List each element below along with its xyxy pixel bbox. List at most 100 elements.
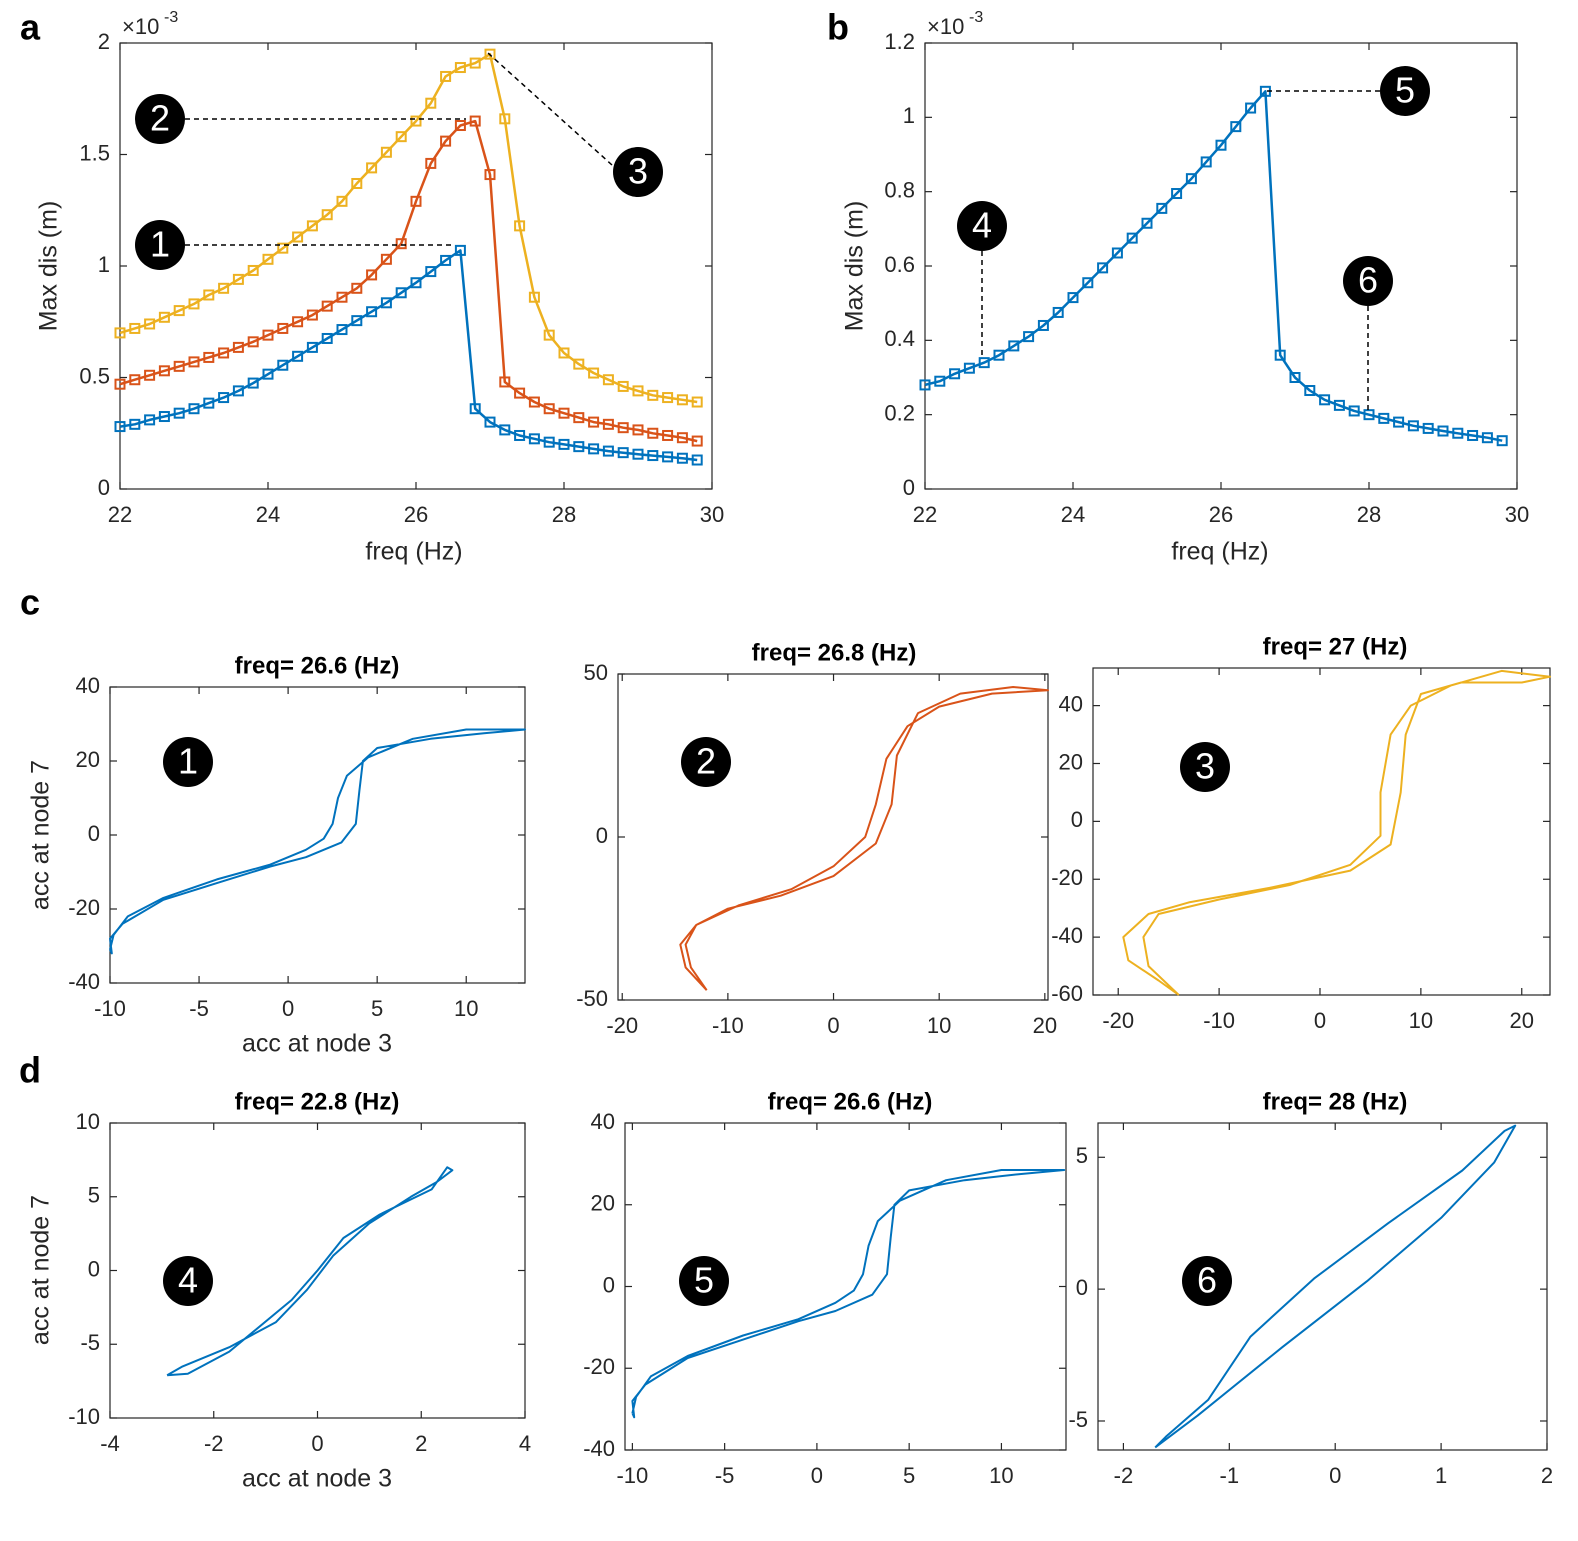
marker [366,269,378,281]
x-tick-label: 24 [1061,502,1085,527]
marker [1333,399,1345,411]
y-tick-label: 20 [1059,749,1083,774]
annotation-label: 2 [696,741,716,782]
y-tick-label: 1.2 [884,29,915,54]
marker [1126,232,1138,244]
series-line [631,1169,1066,1419]
x-tick-label: -5 [189,996,209,1021]
marker [454,120,466,132]
annotation-label: 2 [150,98,170,139]
marker [395,238,407,250]
marker [602,418,614,430]
marker [1407,420,1419,432]
marker [306,309,318,321]
y-tick-label: 0.6 [884,252,915,277]
y-tick-label: -10 [68,1404,100,1429]
marker [558,347,570,359]
marker [934,375,946,387]
marker [277,242,289,254]
x-tick-label: 1 [1435,1463,1447,1488]
y-tick-label: 10 [76,1109,100,1134]
annotation-badge [679,1256,729,1306]
panel-4: -20 -10 0 10 20 -60 -40 -20 0 20 40 freq= 27 (Hz) 3 [1051,633,1551,1033]
series-line [166,1166,454,1377]
marker [978,357,990,369]
x-tick-label: 10 [927,1013,951,1038]
marker [499,113,511,125]
marker [440,70,452,82]
series-line [119,52,698,404]
marker [1230,121,1242,133]
y-axis-label: Max dis (m) [841,201,869,332]
x-tick-label: 26 [1209,502,1233,527]
y-tick-label: 0.2 [884,400,915,425]
marker [247,377,259,389]
scale-base: ×10 [927,14,964,39]
marker [188,356,200,368]
marker [114,378,126,390]
marker [662,392,674,404]
annotation-badge [1182,1256,1232,1306]
y-tick-label: -20 [583,1354,615,1379]
marker [380,146,392,158]
marker [691,396,703,408]
x-tick-label: 5 [371,996,383,1021]
marker [410,195,422,207]
marker [573,358,585,370]
marker [1111,247,1123,259]
plot-box [924,42,1518,490]
marker [558,438,570,450]
marker [543,329,555,341]
x-tick-label: -5 [715,1463,735,1488]
marker [380,253,392,265]
marker [232,341,244,353]
marker [602,374,614,386]
marker [676,394,688,406]
marker [232,385,244,397]
marker [514,429,526,441]
y-tick-label: -5 [1068,1407,1088,1432]
x-tick-label: 28 [1357,502,1381,527]
y-tick-label: 1 [98,252,110,277]
y-tick-label: 0.5 [79,363,110,388]
marker [173,360,185,372]
x-tick-label: 30 [1505,502,1529,527]
x-tick-label: 2 [1541,1463,1553,1488]
marker [1097,262,1109,274]
marker [158,411,170,423]
marker [306,341,318,353]
x-tick-label: 24 [256,502,280,527]
x-tick-label: 0 [827,1013,839,1038]
panel-7: -2 -1 0 1 2 -5 0 5 freq= 28 (Hz) 6 [1068,1088,1553,1487]
annotation-label: 5 [1395,70,1415,111]
marker [1496,435,1508,447]
marker [440,135,452,147]
annotation-label: 3 [628,151,648,192]
marker [188,298,200,310]
annotation-badge [613,147,663,197]
marker [425,266,437,278]
panel-0: 22 24 26 28 30 0 0.5 1 1.5 2 freq (Hz) Max dis (m) a… [20,7,724,566]
marker [1437,425,1449,437]
marker [440,254,452,266]
x-tick-label: -4 [100,1431,120,1456]
y-axis-label: Max dis (m) [35,201,63,332]
x-tick-label: -1 [1220,1463,1240,1488]
x-tick-label: 10 [989,1463,1013,1488]
y-tick-label: -5 [80,1330,100,1355]
marker [469,115,481,127]
marker [262,368,274,380]
marker [292,350,304,362]
annotation-label: 1 [150,224,170,265]
annotation-label: 1 [178,741,198,782]
x-tick-label: -10 [94,996,126,1021]
marker [321,209,333,221]
y-tick-label: 0.4 [884,326,915,351]
y-tick-label: 50 [584,660,608,685]
marker [676,432,688,444]
marker [499,376,511,388]
x-tick-label: -10 [616,1463,648,1488]
marker [602,445,614,457]
marker [676,452,688,464]
series-line [1154,1124,1517,1449]
